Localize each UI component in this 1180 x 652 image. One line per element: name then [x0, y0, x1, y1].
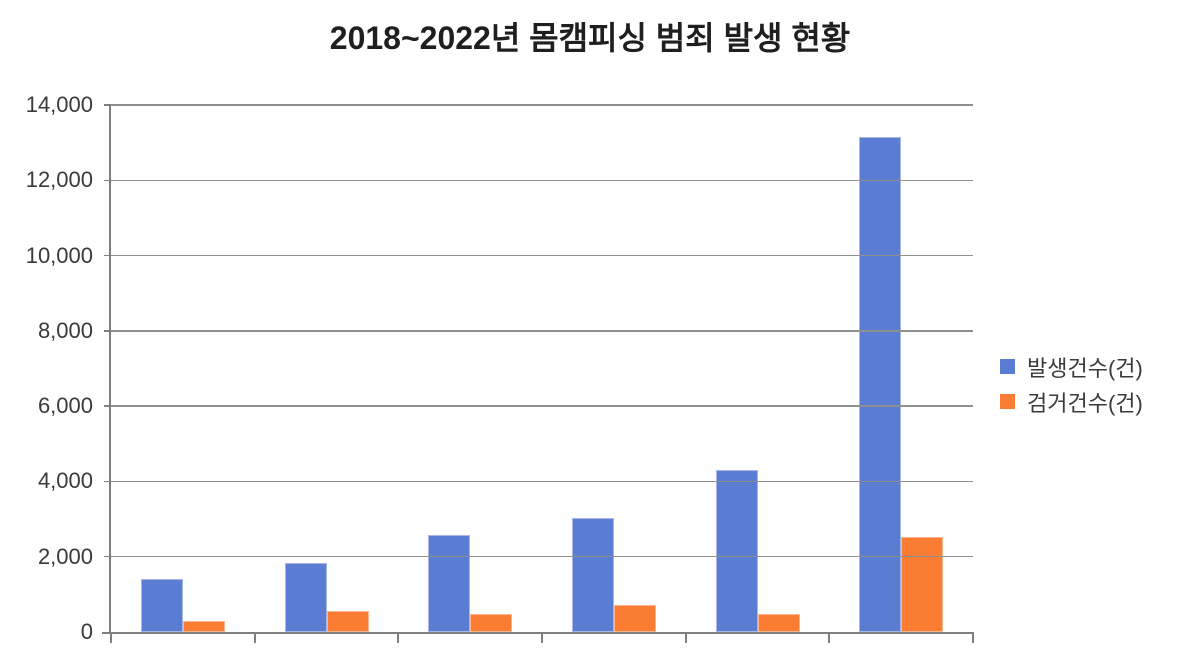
- gridline: [111, 330, 973, 332]
- bar-arrests-group6: [901, 536, 944, 632]
- legend: 발생건수(건) 검거건수(건): [1000, 351, 1143, 417]
- y-axis-tick: [104, 480, 111, 483]
- y-axis-tick-label: 6,000: [37, 393, 93, 419]
- bar-occurrences-group4: [571, 518, 614, 632]
- gridline: [111, 555, 973, 558]
- x-axis-tick: [828, 632, 831, 643]
- x-axis-tick: [684, 632, 687, 643]
- gridline: [111, 480, 973, 483]
- x-axis-tick: [397, 632, 400, 643]
- y-axis-tick-label: 2,000: [37, 543, 93, 569]
- y-axis-tick-label: 8,000: [37, 317, 93, 343]
- legend-item-occurrences: 발생건수(건): [1000, 351, 1143, 382]
- legend-label-occurrences: 발생건수(건): [1027, 355, 1143, 381]
- y-axis: [109, 105, 111, 634]
- legend-marker-arrests-icon: [1000, 394, 1015, 409]
- gridline: [111, 254, 973, 257]
- y-axis-tick-label: 4,000: [37, 468, 93, 494]
- y-axis-tick: [104, 179, 111, 182]
- bar-arrests-group4: [613, 604, 656, 632]
- bar-occurrences-group6: [859, 136, 902, 632]
- gridline: [111, 405, 973, 407]
- y-axis-tick: [104, 405, 111, 407]
- gridline: [111, 104, 973, 106]
- legend-item-arrests: 검거건수(건): [1000, 386, 1143, 417]
- y-axis-tick: [104, 555, 111, 558]
- legend-marker-occurrences-icon: [1000, 359, 1015, 374]
- y-axis-tick-label: 14,000: [25, 92, 93, 117]
- y-axis-tick: [104, 104, 111, 106]
- y-axis-tick-label: 0: [80, 619, 93, 644]
- bar-arrests-group5: [757, 613, 800, 632]
- bar-occurrences-group5: [715, 469, 758, 632]
- x-axis-tick: [253, 632, 256, 643]
- y-axis-tick-label: 10,000: [25, 242, 93, 268]
- bar-occurrences-group2: [284, 563, 327, 632]
- legend-label-arrests: 검거건수(건): [1027, 390, 1143, 416]
- x-axis-tick: [110, 632, 112, 643]
- y-axis-tick-label: 12,000: [25, 167, 93, 193]
- x-axis-tick: [541, 632, 543, 643]
- bar-arrests-group2: [326, 611, 369, 632]
- bar-occurrences-group1: [140, 579, 183, 632]
- gridline: [111, 179, 973, 182]
- y-axis-tick: [104, 330, 111, 332]
- bar-occurrences-group3: [428, 534, 471, 632]
- bar-arrests-group1: [182, 620, 225, 632]
- y-axis-tick: [104, 254, 111, 257]
- x-axis: [102, 632, 973, 634]
- x-axis-tick: [972, 632, 974, 643]
- chart-title: 2018~2022년 몸캠피싱 범죄 발생 현황: [329, 20, 851, 56]
- bar-arrests-group3: [470, 613, 513, 632]
